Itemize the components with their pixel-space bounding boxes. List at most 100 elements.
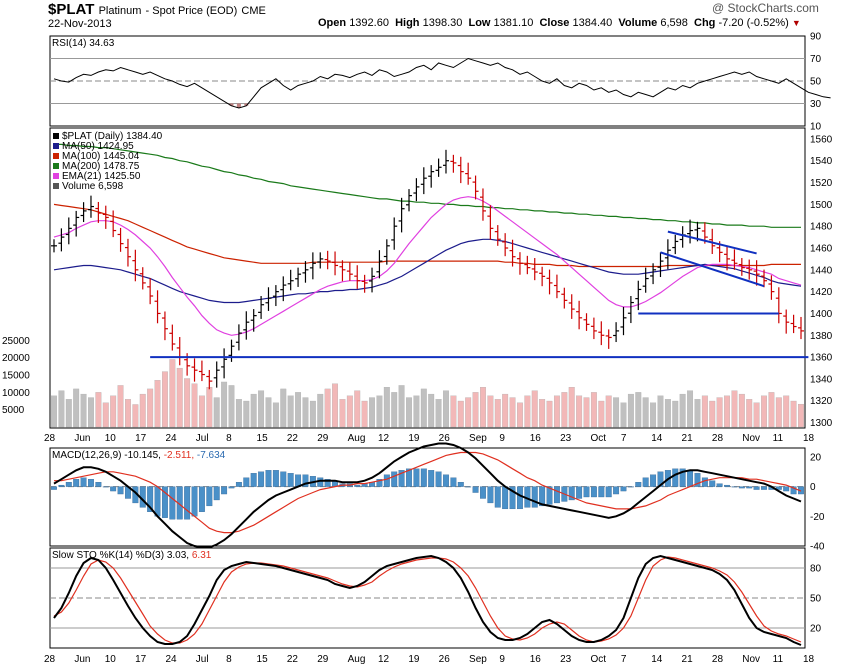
sto-x-tick: 11 — [773, 654, 784, 665]
sto-x-tick: Jun — [74, 654, 90, 665]
macd-histogram-bar — [472, 486, 479, 493]
volume-bar — [391, 392, 398, 428]
macd-histogram-bar — [428, 470, 435, 487]
macd-histogram-bar — [517, 486, 523, 510]
macd-histogram-bar — [620, 486, 627, 492]
sto-title: Slow STO %K(14) %D(3) 3.03, 6.31 — [52, 550, 212, 561]
price-x-tick: 28 — [712, 433, 724, 444]
price-y-tick: 1400 — [810, 309, 833, 320]
volume-bar — [443, 390, 449, 428]
volume-bar — [457, 400, 464, 428]
volume-bar — [354, 390, 361, 428]
macd-histogram-bar — [709, 480, 716, 487]
sto-y-tick: 20 — [810, 624, 822, 635]
volume-bar — [250, 393, 257, 428]
volume-bar — [598, 400, 605, 428]
volume-bar — [790, 400, 797, 428]
chg-value: -7.20 (-0.52%) — [718, 17, 789, 29]
macd-histogram-bar — [117, 486, 124, 495]
volume-bar — [761, 395, 767, 428]
sto-x-tick: Nov — [742, 654, 760, 665]
sto-x-tick: 24 — [165, 654, 177, 665]
volume-bar — [553, 395, 560, 428]
volume-bar — [709, 400, 716, 428]
symbol: $PLAT — [48, 1, 95, 18]
volume-bar — [369, 397, 375, 428]
volume-bar — [398, 385, 405, 428]
sto-x-tick: 8 — [226, 654, 232, 665]
volume-bar — [302, 397, 309, 428]
macd-histogram-bar — [88, 479, 94, 487]
price-y-tick: 1440 — [810, 265, 833, 276]
price-x-tick: Jul — [196, 433, 209, 444]
macd-histogram-bar — [583, 486, 590, 498]
macd-histogram-bar — [376, 479, 383, 487]
volume-bar — [724, 395, 730, 428]
open-value: 1392.60 — [349, 17, 389, 29]
sto-x-tick: 9 — [499, 654, 505, 665]
price-x-tick: 21 — [682, 433, 694, 444]
macd-signal-line — [54, 451, 802, 534]
macd-histogram-bar — [450, 477, 457, 487]
volume-bar — [642, 397, 649, 428]
low-value: 1381.10 — [493, 17, 534, 29]
macd-histogram-bar — [235, 482, 242, 487]
sto-x-tick: 22 — [287, 654, 299, 665]
price-x-tick: 8 — [226, 433, 232, 444]
macd-histogram-bar — [613, 486, 620, 495]
macd-histogram-bar — [147, 486, 154, 512]
macd-histogram-bar — [228, 486, 235, 489]
volume-bar — [746, 399, 753, 428]
macd-histogram-bar — [258, 471, 265, 487]
macd-histogram-bar — [398, 470, 405, 487]
macd-signal-value: -2.511, — [164, 450, 197, 461]
volume-bar — [413, 395, 420, 428]
volume-bar — [768, 392, 775, 428]
volume-y-tick: 25000 — [2, 336, 30, 347]
sto-x-tick: Oct — [590, 654, 606, 665]
macd-histogram-bar — [95, 482, 102, 487]
sto-x-tick: 15 — [257, 654, 269, 665]
volume-bar — [287, 395, 294, 428]
volume-bar — [798, 403, 804, 428]
volume-bar — [420, 388, 427, 428]
volume-bar — [295, 392, 302, 428]
volume-bar — [487, 395, 494, 428]
volume-bar — [198, 395, 205, 428]
rsi-y-tick: 70 — [810, 54, 822, 65]
macd-histogram-bar — [161, 486, 168, 518]
macd-histogram-bar — [775, 486, 782, 490]
volume-bar — [95, 392, 102, 428]
price-y-tick: 1540 — [810, 156, 833, 167]
instrument-name: Platinum — [98, 5, 142, 17]
symbol-title: $PLAT Platinum - Spot Price (EOD) CME — [48, 1, 266, 18]
macd-histogram-bar — [724, 484, 730, 487]
ma200-line — [54, 143, 801, 228]
macd-histogram-bar — [287, 473, 294, 487]
macd-histogram-bar — [250, 473, 257, 487]
price-y-tick: 1560 — [810, 134, 833, 145]
macd-histogram-bar — [687, 470, 694, 487]
macd-histogram-bar — [272, 470, 279, 487]
macd-histogram-bar — [790, 486, 797, 495]
watermark: @ StockCharts.com — [712, 1, 819, 15]
macd-histogram-bar — [317, 477, 324, 487]
macd-histogram-bar — [480, 486, 486, 499]
price-y-tick: 1320 — [810, 396, 833, 407]
price-y-tick: 1460 — [810, 244, 833, 255]
macd-histogram-bar — [738, 486, 745, 489]
price-x-tick: 28 — [44, 433, 56, 444]
price-panel — [49, 127, 806, 429]
macd-histogram-bar — [635, 482, 642, 487]
macd-histogram-bar — [553, 486, 560, 504]
price-y-tick: 1520 — [810, 178, 833, 189]
volume-bar — [568, 387, 575, 428]
volume-bar — [435, 399, 442, 428]
volume-bar — [176, 367, 183, 428]
macd-histogram-value: -7.634 — [197, 450, 226, 461]
legend-swatch — [53, 143, 59, 149]
close-value: 1384.40 — [572, 17, 613, 29]
macd-histogram-bar — [672, 468, 679, 487]
volume-bar — [517, 402, 523, 428]
